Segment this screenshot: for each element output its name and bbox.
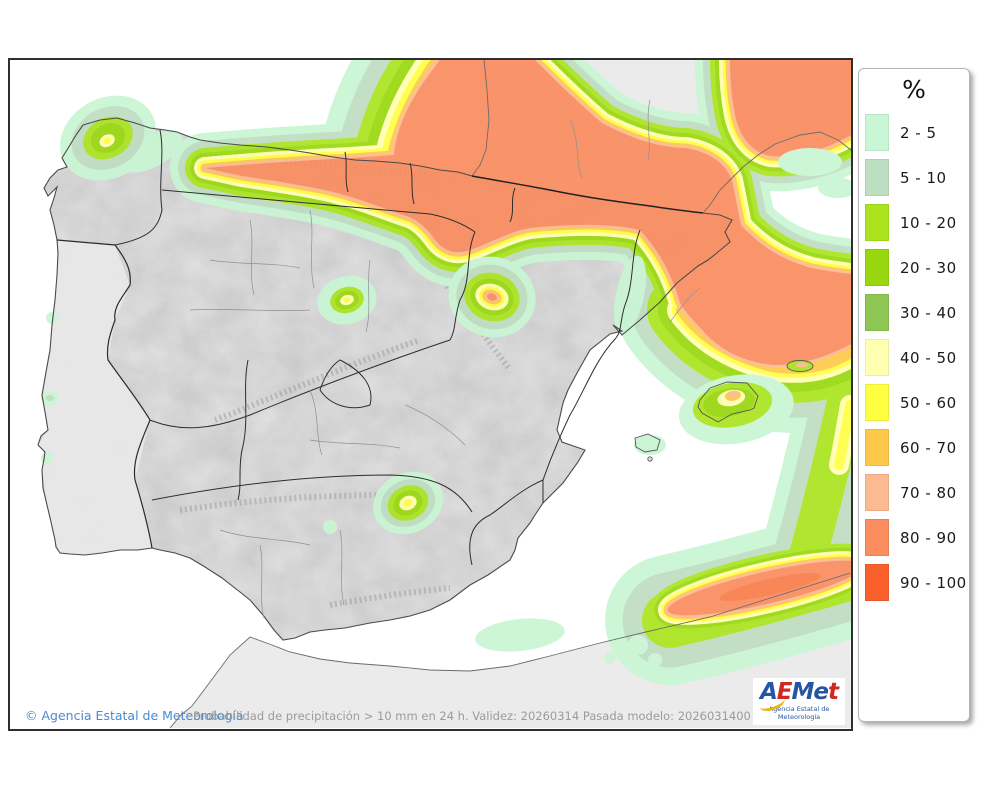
legend-label: 5 - 10 <box>900 168 947 187</box>
teruel-blob <box>448 256 536 338</box>
legend-row: 40 - 50 <box>865 339 969 376</box>
cazorla-blob <box>372 471 444 535</box>
boundaries <box>37 59 852 729</box>
map-caption-text: Probabilidad de precipitación > 10 mm en… <box>193 709 751 723</box>
legend-row: 50 - 60 <box>865 384 969 421</box>
legend-row: 2 - 5 <box>865 114 969 151</box>
africa-land <box>170 573 851 728</box>
legend-swatch <box>865 114 889 151</box>
legend-swatch <box>865 474 889 511</box>
legend-label: 70 - 80 <box>900 483 957 502</box>
map-canvas <box>8 0 916 731</box>
legend-label: 50 - 60 <box>900 393 957 412</box>
legend-label: 40 - 50 <box>900 348 957 367</box>
legend-title: % <box>902 75 926 104</box>
moncayo-blob <box>317 275 377 325</box>
legend-swatch <box>865 249 889 286</box>
legend-label: 60 - 70 <box>900 438 957 457</box>
legend-row: 5 - 10 <box>865 159 969 196</box>
legend-row: 30 - 40 <box>865 294 969 331</box>
legend-swatch <box>865 429 889 466</box>
copyright-text: © Agencia Estatal de Meteorología <box>25 708 244 723</box>
galicia-blob <box>60 95 183 181</box>
legend-swatch <box>865 519 889 556</box>
legend-swatch <box>865 339 889 376</box>
mallorca-blob <box>678 374 794 445</box>
precipitation-probability-map <box>10 0 916 729</box>
legend-row: 20 - 30 <box>865 249 969 286</box>
legend-swatch <box>865 564 889 601</box>
legend-label: 2 - 5 <box>900 123 937 142</box>
legend-row: 80 - 90 <box>865 519 969 556</box>
legend-row: 60 - 70 <box>865 429 969 466</box>
legend-swatch <box>865 159 889 196</box>
aemet-logo-caption: Agencia Estatal de Meteorología <box>768 705 830 721</box>
legend-swatch <box>865 384 889 421</box>
aemet-wordmark: AEMet <box>753 680 845 714</box>
legend-label: 30 - 40 <box>900 303 957 322</box>
legend-label: 90 - 100 <box>900 573 967 592</box>
legend-panel: % 2 - 5 5 - 10 10 - 20 20 - 30 30 - 40 4… <box>858 68 970 722</box>
legend-row: 90 - 100 <box>865 564 969 601</box>
legend-label: 80 - 90 <box>900 528 957 547</box>
legend-label: 10 - 20 <box>900 213 957 232</box>
aemet-logo: AEMet Agencia Estatal de Meteorología <box>753 678 845 725</box>
legend-swatch <box>865 294 889 331</box>
legend-label: 20 - 30 <box>900 258 957 277</box>
legend-row: 10 - 20 <box>865 204 969 241</box>
legend-swatch <box>865 204 889 241</box>
legend-row: 70 - 80 <box>865 474 969 511</box>
